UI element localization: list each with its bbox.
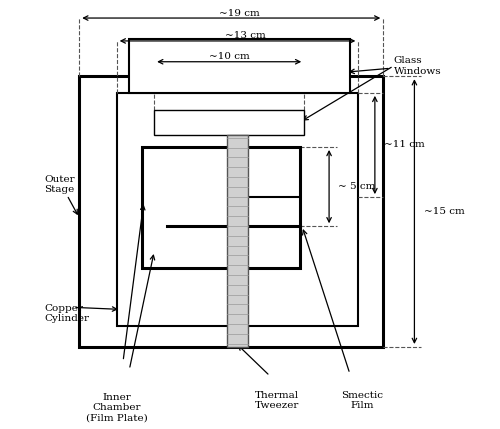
Bar [130, 39, 350, 93]
Text: Smectic
Film: Smectic Film [342, 390, 384, 410]
Text: ~10 cm: ~10 cm [209, 52, 250, 61]
Bar [142, 147, 300, 268]
Text: ~ 5 cm: ~ 5 cm [338, 182, 376, 191]
Bar [80, 76, 383, 347]
Text: Glass
Windows: Glass Windows [350, 56, 441, 76]
Bar [227, 135, 248, 347]
Text: ~19 cm: ~19 cm [219, 9, 260, 18]
Text: Copper
Cylinder: Copper Cylinder [44, 304, 89, 323]
Text: ~11 cm: ~11 cm [384, 140, 425, 149]
Bar [117, 93, 358, 326]
Text: ~15 cm: ~15 cm [424, 207, 465, 216]
Text: Outer
Stage: Outer Stage [44, 175, 74, 194]
Bar [154, 110, 304, 135]
Text: Inner
Chamber
(Film Plate): Inner Chamber (Film Plate) [86, 393, 148, 423]
Text: Thermal
Tweezer: Thermal Tweezer [255, 390, 299, 410]
Text: ~13 cm: ~13 cm [226, 31, 266, 40]
